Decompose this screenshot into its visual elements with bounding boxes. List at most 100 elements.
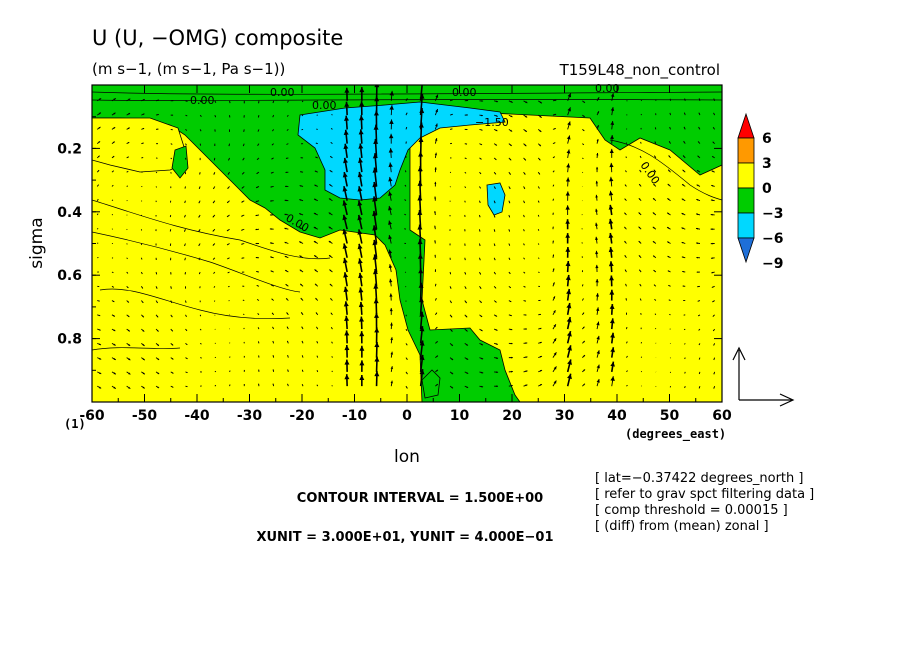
vector-arrow xyxy=(538,327,542,330)
vector-arrow xyxy=(537,129,542,133)
vector-arrow xyxy=(464,114,468,116)
vector-arrow xyxy=(493,314,498,317)
vector-arrow xyxy=(155,385,160,389)
vector-arrow xyxy=(388,220,393,230)
vector-arrow xyxy=(479,385,484,388)
vector-arrow xyxy=(271,312,275,316)
vector-arrow xyxy=(610,107,615,116)
vector-arrow xyxy=(609,162,614,173)
vector-arrow xyxy=(170,186,172,189)
vector-arrow xyxy=(464,357,469,361)
vector-arrow xyxy=(608,204,614,216)
vector-arrow xyxy=(241,271,245,273)
vector-arrow xyxy=(228,129,231,132)
vector-arrow xyxy=(610,376,615,387)
vector-arrow xyxy=(538,355,543,359)
vector-arrow xyxy=(405,314,407,317)
vector-arrow xyxy=(301,128,304,131)
vector-arrow xyxy=(493,229,496,232)
vector-arrow xyxy=(389,90,395,101)
vector-arrow xyxy=(523,214,525,218)
vector-arrow xyxy=(449,113,453,116)
vector-arrow xyxy=(479,229,481,232)
vector-arrow xyxy=(301,340,304,344)
vector-arrow xyxy=(388,249,393,258)
vector-arrow xyxy=(96,155,100,159)
vector-arrow xyxy=(434,167,437,173)
vector-arrow xyxy=(713,385,716,389)
vector-arrow xyxy=(508,114,513,118)
vector-arrow xyxy=(331,114,333,116)
vector-arrow xyxy=(639,155,642,159)
vector-arrow xyxy=(241,171,245,175)
vector-arrow xyxy=(111,214,114,216)
vector-arrow xyxy=(713,343,716,346)
vector-arrow xyxy=(390,337,394,344)
vector-arrow xyxy=(155,128,159,130)
vector-arrow xyxy=(640,356,643,358)
vector-arrow xyxy=(683,112,686,116)
vector-arrow xyxy=(200,357,202,359)
vector-arrow xyxy=(96,112,102,116)
vector-arrow xyxy=(582,114,585,118)
vector-arrow xyxy=(683,126,686,130)
vector-arrow xyxy=(449,357,454,361)
vector-arrow xyxy=(626,384,628,387)
vector-arrow xyxy=(683,140,686,144)
vector-arrow xyxy=(155,300,159,304)
vector-arrow xyxy=(329,169,333,173)
x-tick-label: -10 xyxy=(342,408,368,424)
colorbar: 6 3 0 −3 −6 −9 xyxy=(737,112,783,272)
vector-arrow xyxy=(299,185,304,187)
vector-arrow xyxy=(359,360,365,372)
vector-arrow xyxy=(328,198,333,202)
vector-arrow xyxy=(170,128,173,131)
vector-arrow xyxy=(314,269,319,273)
colorbar-cap-bottom xyxy=(737,237,755,264)
x-tick-label: 20 xyxy=(502,408,522,424)
vector-arrow xyxy=(610,347,615,358)
vector-arrow xyxy=(712,328,716,332)
vector-arrow xyxy=(97,314,101,317)
vector-arrow xyxy=(199,300,201,303)
vector-arrow xyxy=(624,240,627,244)
vector-arrow xyxy=(329,155,333,159)
vector-arrow xyxy=(170,200,172,203)
vector-arrow xyxy=(126,328,131,332)
vector-arrow xyxy=(374,312,380,330)
vector-arrow xyxy=(243,115,245,118)
vector-arrow xyxy=(111,357,117,361)
vector-arrow xyxy=(653,284,657,287)
vector-arrow xyxy=(141,342,145,347)
vector-arrow xyxy=(285,171,289,173)
vector-arrow xyxy=(111,141,115,145)
vector-arrow xyxy=(479,328,483,332)
vector-arrow xyxy=(300,297,304,301)
vector-arrow xyxy=(343,286,349,301)
vector-arrow xyxy=(479,157,482,160)
vector-arrow xyxy=(609,148,614,158)
vector-arrow xyxy=(140,271,143,275)
vector-arrow xyxy=(404,228,407,230)
vector-arrow xyxy=(169,229,172,232)
vector-arrow xyxy=(567,121,571,130)
vector-arrow xyxy=(342,200,348,216)
vector-field xyxy=(96,85,716,390)
vector-arrow xyxy=(449,328,453,332)
vector-arrow xyxy=(711,285,715,288)
info-line: [ refer to grav spct filtering data ] xyxy=(595,487,814,502)
vector-arrow xyxy=(567,107,571,116)
vector-arrow xyxy=(373,283,379,301)
vector-arrow xyxy=(111,271,114,274)
vector-arrow xyxy=(581,228,583,230)
vector-arrow xyxy=(329,184,333,187)
vector-arrow xyxy=(255,214,260,217)
vector-arrow xyxy=(229,356,231,358)
vector-arrow xyxy=(213,157,216,161)
vector-arrow xyxy=(508,200,511,204)
vector-arrow xyxy=(523,157,527,161)
vector-arrow xyxy=(697,141,701,144)
vector-arrow xyxy=(141,328,145,332)
vector-arrow xyxy=(682,155,686,159)
vector-arrow xyxy=(271,143,274,146)
